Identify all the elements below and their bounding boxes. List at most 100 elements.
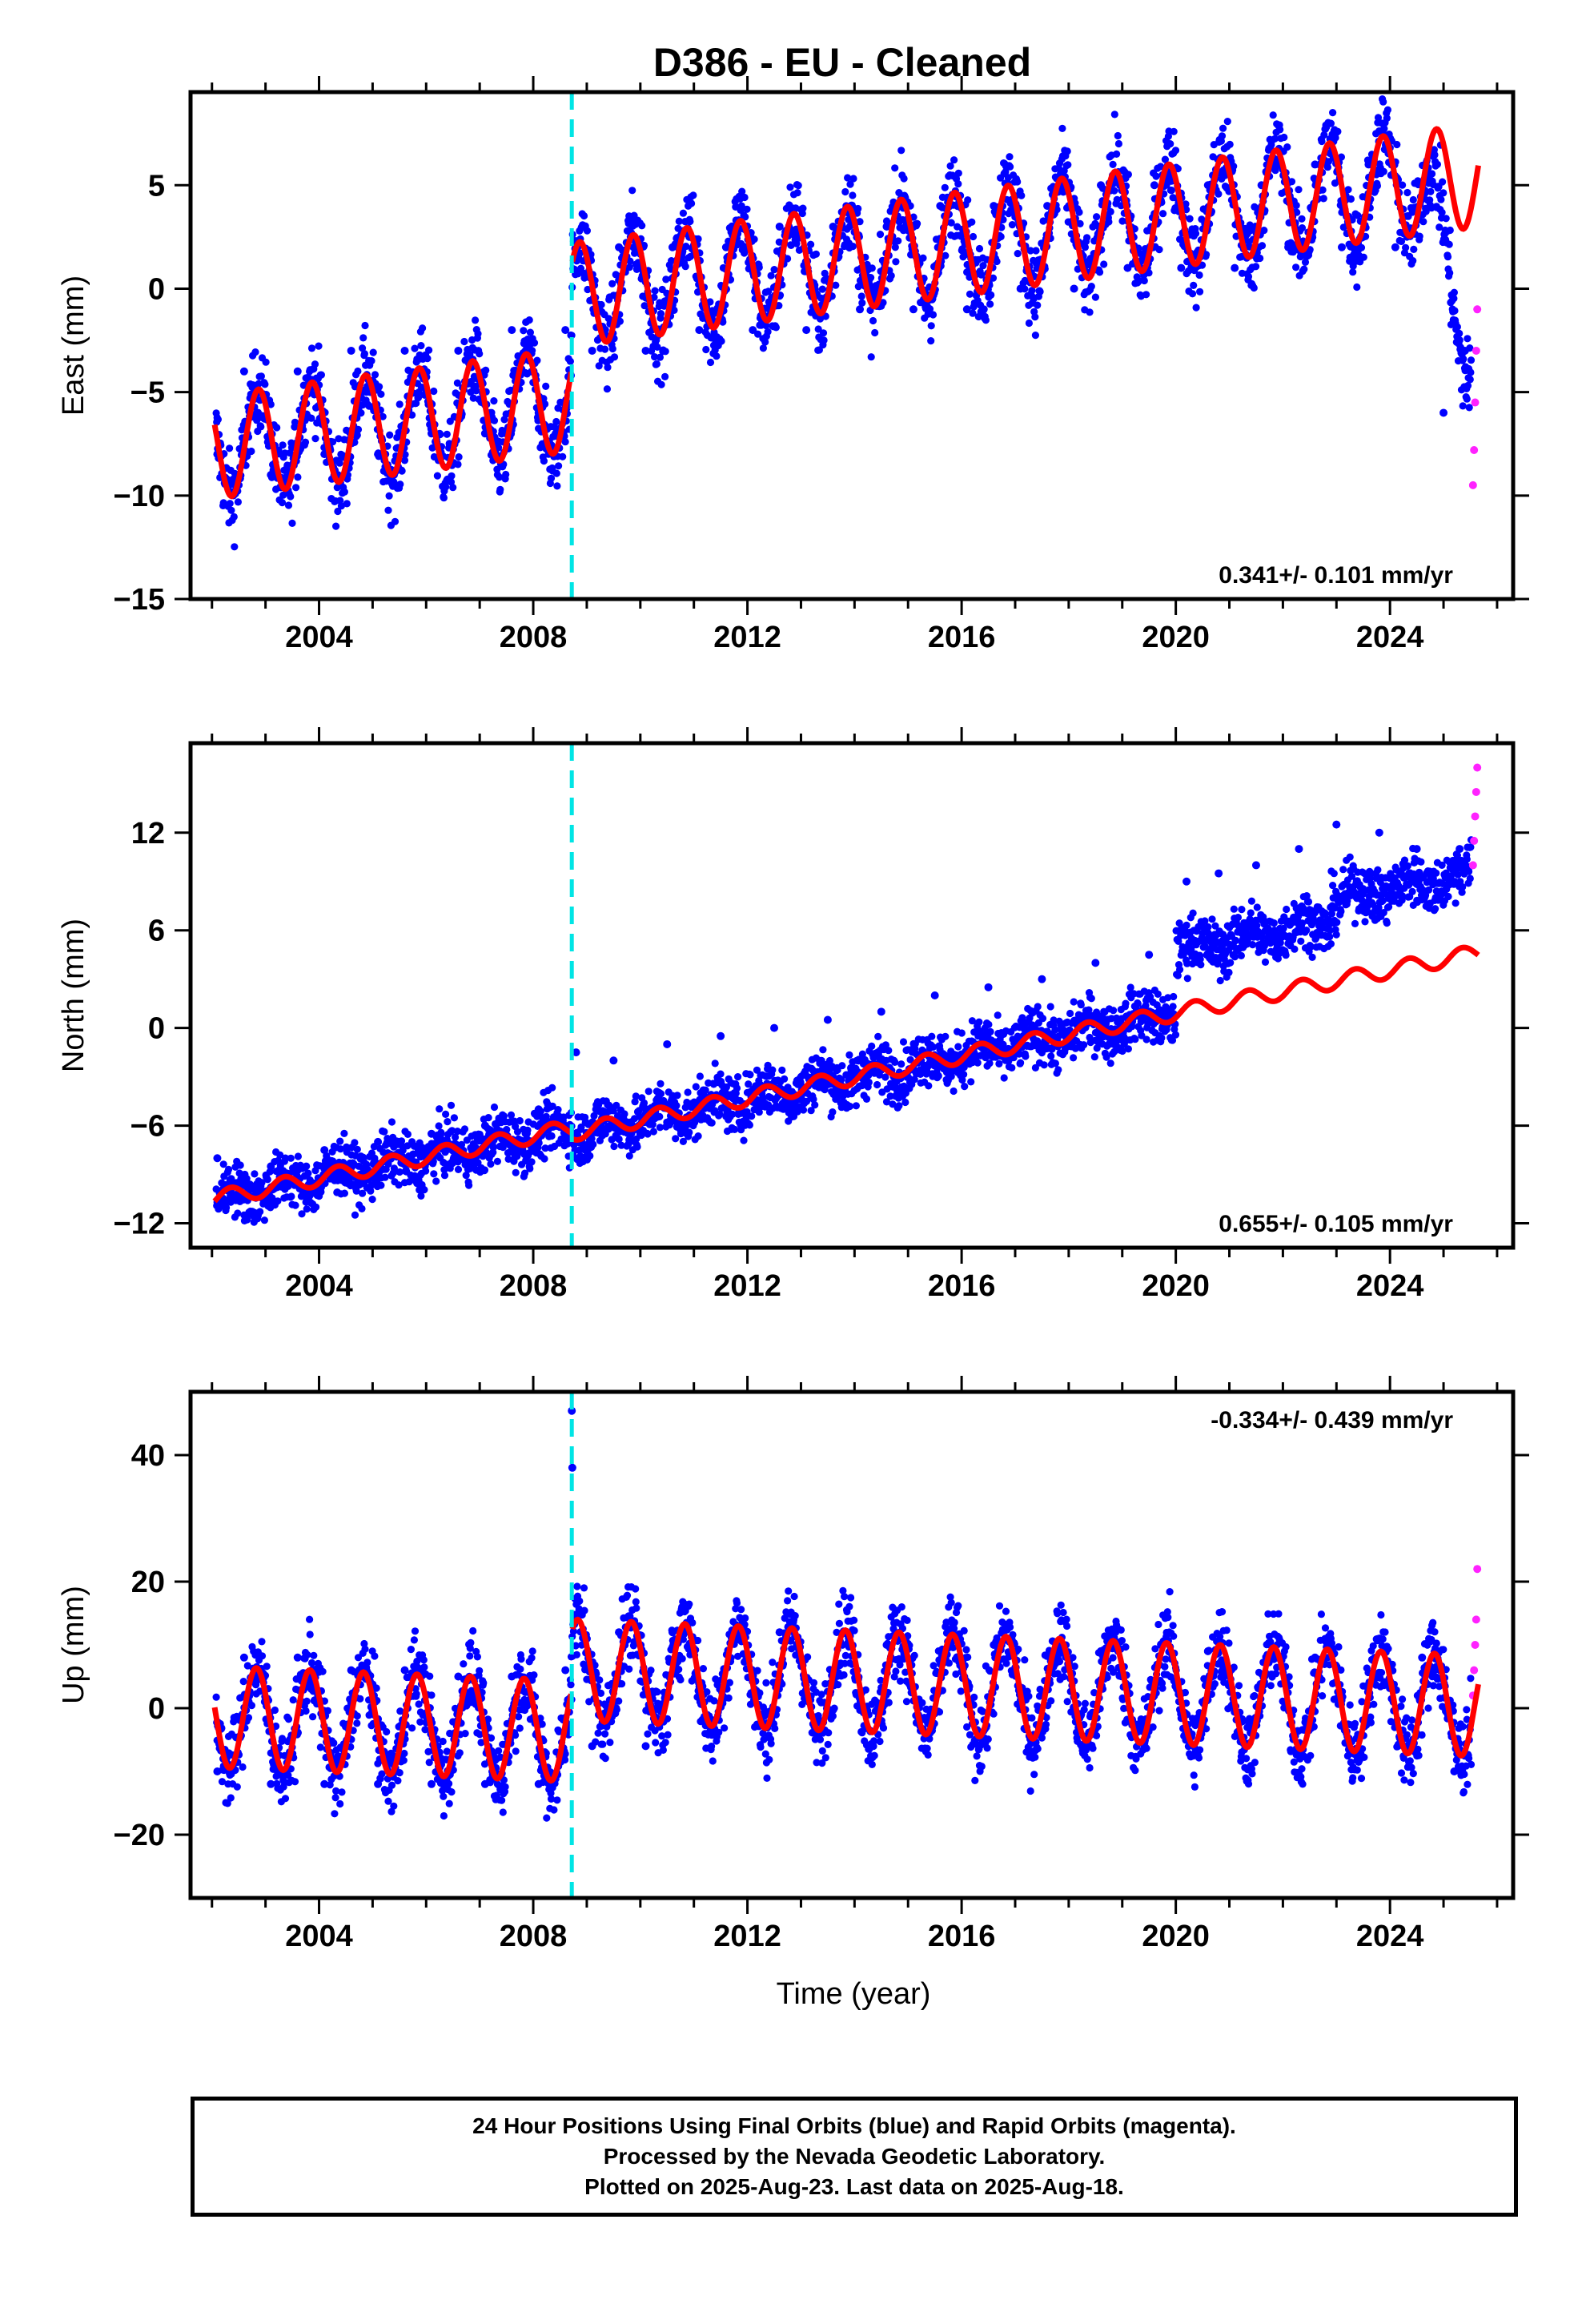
data-point-final bbox=[476, 350, 484, 358]
data-point-final bbox=[1118, 1047, 1126, 1055]
data-point-final bbox=[897, 1060, 905, 1068]
data-point-final bbox=[340, 1189, 348, 1197]
data-point-final bbox=[239, 367, 248, 376]
data-point-final bbox=[432, 1177, 440, 1185]
data-point-final bbox=[849, 243, 857, 251]
data-point-final bbox=[542, 382, 550, 390]
data-point-final bbox=[769, 1066, 777, 1074]
data-point-final bbox=[430, 387, 438, 396]
data-point-final bbox=[1114, 139, 1122, 148]
data-point-final bbox=[927, 322, 935, 330]
data-point-final bbox=[1110, 187, 1118, 195]
data-point-final bbox=[954, 169, 962, 177]
data-point-final bbox=[1357, 243, 1366, 251]
data-point-final bbox=[868, 1042, 876, 1050]
data-point-final bbox=[675, 217, 683, 225]
data-point-final bbox=[381, 1173, 389, 1181]
chart-title: D386 - EU - Cleaned bbox=[653, 40, 1031, 85]
data-point-final bbox=[472, 316, 480, 324]
data-point-final bbox=[651, 287, 659, 295]
data-point-final bbox=[335, 459, 343, 467]
data-point-final bbox=[1142, 291, 1150, 299]
data-point-final bbox=[1456, 336, 1464, 344]
data-point-final bbox=[1349, 268, 1357, 276]
data-point-final bbox=[894, 237, 902, 245]
data-point-final bbox=[716, 1110, 724, 1118]
data-point-final bbox=[706, 298, 714, 306]
data-point-final bbox=[684, 1088, 692, 1096]
data-point-final bbox=[844, 174, 852, 182]
data-point-final bbox=[1087, 995, 1095, 1003]
data-point-final bbox=[1445, 240, 1453, 248]
data-point-final bbox=[1327, 119, 1335, 127]
data-point-final bbox=[825, 1056, 833, 1065]
data-point-final bbox=[455, 453, 463, 461]
data-point-final bbox=[583, 227, 592, 235]
data-point-final bbox=[1000, 1074, 1008, 1082]
data-point-final bbox=[1167, 187, 1175, 195]
data-point-final bbox=[1260, 227, 1268, 235]
data-point-final bbox=[784, 255, 792, 263]
data-point-final bbox=[484, 1114, 492, 1122]
data-point-final bbox=[1399, 181, 1407, 189]
data-point-final bbox=[979, 262, 987, 270]
data-point-final bbox=[465, 1181, 473, 1189]
data-point-final bbox=[767, 271, 775, 279]
data-point-final bbox=[641, 346, 650, 355]
data-point-final bbox=[1122, 999, 1130, 1007]
data-point-final bbox=[881, 1041, 889, 1049]
data-point-final bbox=[1123, 263, 1132, 272]
data-point-final bbox=[832, 281, 840, 289]
data-point-final bbox=[906, 1055, 914, 1063]
data-point-final bbox=[954, 1043, 962, 1051]
data-point-final bbox=[862, 1095, 871, 1103]
data-point-final bbox=[759, 344, 768, 352]
data-point-final bbox=[1124, 1045, 1132, 1053]
data-point-final bbox=[1334, 127, 1342, 135]
data-point-final bbox=[548, 1084, 556, 1092]
data-point-final bbox=[358, 1204, 366, 1212]
data-point-final bbox=[457, 1140, 466, 1148]
data-point-final bbox=[640, 302, 648, 310]
data-point-final bbox=[442, 483, 450, 491]
model-line bbox=[569, 126, 1481, 345]
data-point-final bbox=[950, 156, 958, 164]
data-point-final bbox=[555, 462, 563, 470]
data-point-final bbox=[625, 263, 633, 271]
data-point-final bbox=[1031, 313, 1039, 321]
model-line bbox=[211, 351, 574, 500]
data-point-final bbox=[400, 346, 409, 355]
data-point-final bbox=[1022, 1052, 1030, 1060]
data-point-final bbox=[1379, 167, 1387, 175]
data-point-final bbox=[1397, 237, 1406, 245]
data-point-final bbox=[652, 360, 661, 368]
data-point-final bbox=[962, 305, 971, 314]
data-point-final bbox=[1431, 151, 1439, 159]
data-point-final bbox=[820, 336, 828, 344]
data-point-final bbox=[452, 1133, 460, 1141]
data-point-final bbox=[1031, 332, 1039, 340]
x-tick-label: 2020 bbox=[1142, 621, 1210, 654]
data-point-final bbox=[968, 1017, 976, 1025]
data-point-final bbox=[929, 1043, 938, 1051]
data-point-final bbox=[838, 1062, 846, 1070]
data-point-final bbox=[1271, 135, 1279, 143]
data-point-final bbox=[391, 517, 400, 525]
data-point-final bbox=[829, 1108, 837, 1116]
data-point-final bbox=[502, 470, 510, 479]
data-point-final bbox=[1446, 269, 1454, 277]
data-point-final bbox=[1320, 131, 1328, 139]
data-point-final bbox=[419, 324, 427, 332]
data-point-final bbox=[1298, 215, 1306, 223]
data-point-final bbox=[845, 1102, 854, 1111]
data-point-final bbox=[1150, 181, 1158, 190]
data-point-final bbox=[1170, 127, 1178, 135]
data-point-final bbox=[1437, 195, 1445, 203]
data-point-final bbox=[440, 494, 448, 502]
data-point-final bbox=[1100, 260, 1108, 268]
data-point-final bbox=[444, 1118, 452, 1126]
data-point-final bbox=[900, 175, 908, 183]
data-point-final bbox=[1110, 1007, 1118, 1015]
data-point-final bbox=[340, 488, 348, 496]
data-point-final bbox=[1036, 287, 1044, 296]
